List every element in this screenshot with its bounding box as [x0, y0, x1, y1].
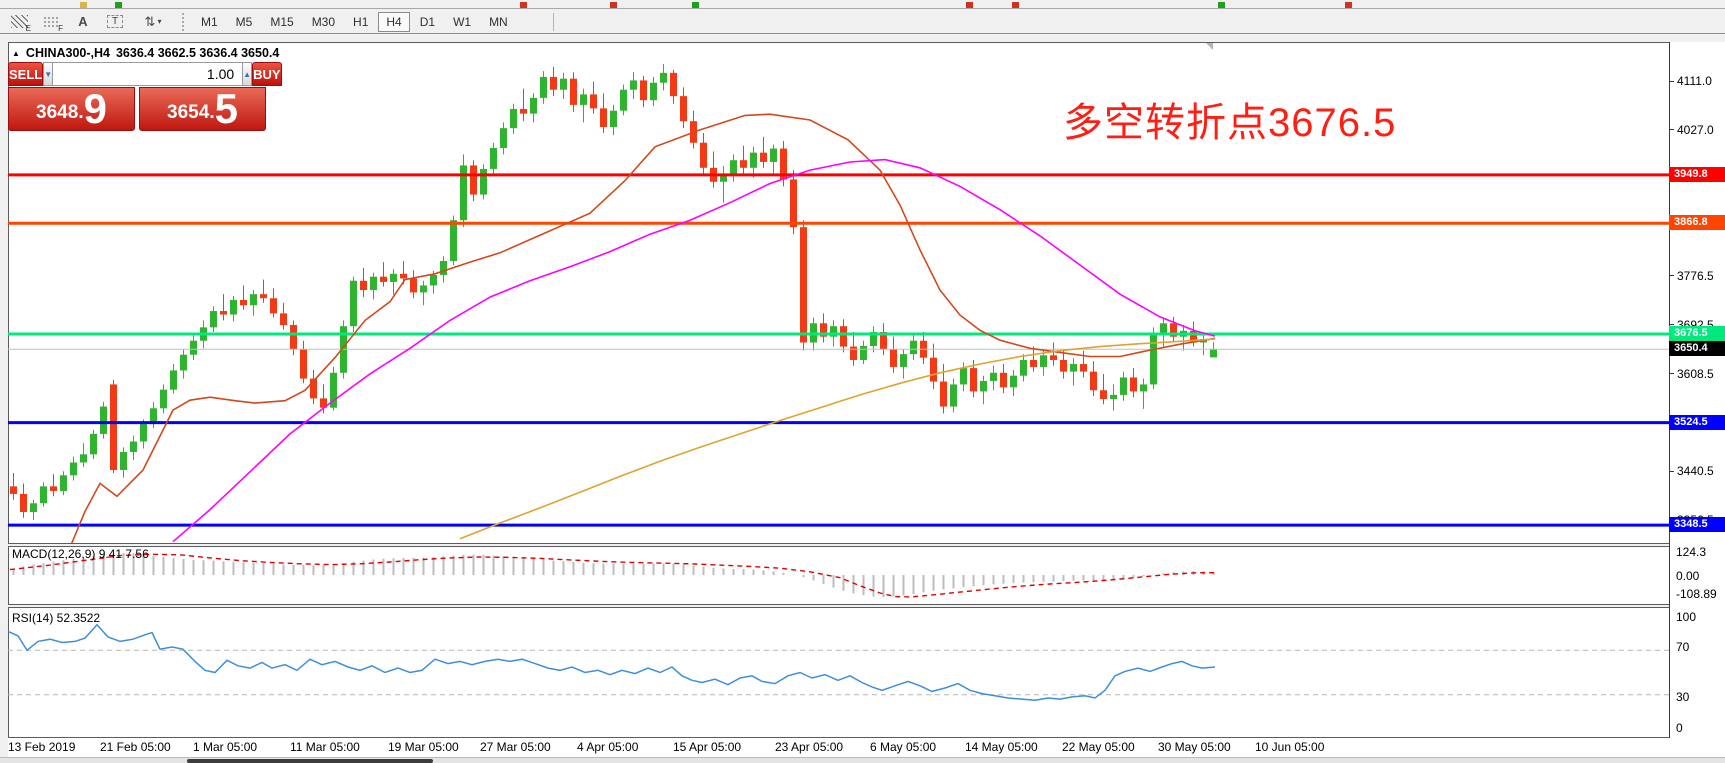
- buy-price-display[interactable]: 3654. 5: [139, 87, 266, 131]
- macd-tick-label: 124.3: [1676, 545, 1707, 559]
- volume-up-button[interactable]: ▲: [242, 62, 253, 86]
- price-tick-mark: [1669, 470, 1674, 472]
- chart-title: ▲ CHINA300-,H4 3636.4 3662.5 3636.4 3650…: [12, 46, 279, 60]
- toolbar: E F A T ⇅ ▾ M1 M5 M15 M30 H1 H4 D1 W1 MN: [0, 10, 1725, 34]
- date-label: 27 Mar 05:00: [480, 740, 551, 754]
- price-tick-mark: [1669, 324, 1674, 326]
- timeframe-button-M15[interactable]: M15: [270, 14, 294, 29]
- timeframe-button-MN[interactable]: MN: [489, 14, 508, 29]
- macd-pane[interactable]: [8, 546, 1670, 605]
- macd-indicator-label: MACD(12,26,9) 9.41 7.56: [12, 547, 149, 561]
- toolbar-chip: [80, 2, 87, 8]
- timeframe-button-M30[interactable]: M30: [311, 14, 336, 29]
- collapse-arrow-icon[interactable]: ▲: [12, 48, 20, 58]
- volume-down-button[interactable]: ▼: [43, 62, 54, 86]
- toolbar-drag-handle[interactable]: [182, 12, 184, 31]
- date-label: 21 Feb 05:00: [100, 740, 171, 754]
- rsi-tick-label: 100: [1676, 610, 1697, 624]
- price-badge-3650.4: 3650.4: [1669, 341, 1725, 357]
- toolbar-chip: [520, 2, 527, 8]
- date-label: 4 Apr 05:00: [577, 740, 639, 754]
- price-badge-3676.5: 3676.5: [1669, 326, 1725, 342]
- toolbar-chip: [966, 2, 973, 8]
- date-label: 23 Apr 05:00: [775, 740, 844, 754]
- timeframe-group: M1 M5 M15 M30 H1 H4 D1 W1 MN: [192, 11, 517, 32]
- price-tick-mark: [1669, 80, 1674, 82]
- axis-line: [1669, 42, 1670, 738]
- price-tick-mark: [1669, 373, 1674, 375]
- date-label: 10 Jun 05:00: [1255, 740, 1325, 754]
- one-click-trading-panel: SELL ▼ ▲ BUY 3648.9 3654.5: [8, 62, 282, 131]
- price-tick-label: 4027.0: [1677, 122, 1714, 137]
- chevron-down-icon: ▾: [157, 17, 162, 26]
- date-label: 19 Mar 05:00: [388, 740, 459, 754]
- rsi-tick-label: 70: [1676, 640, 1690, 654]
- timeframe-button-D1[interactable]: D1: [419, 14, 436, 29]
- sell-button[interactable]: SELL: [8, 62, 44, 86]
- volume-input[interactable]: [53, 62, 243, 86]
- rsi-tick-label: 0: [1676, 721, 1683, 735]
- date-label: 14 May 05:00: [965, 740, 1038, 754]
- price-tick-mark: [1669, 275, 1674, 277]
- price-tick-label: 4111.0: [1677, 74, 1712, 88]
- price-tick-label: 3608.5: [1677, 366, 1714, 381]
- date-label: 15 Apr 05:00: [673, 740, 742, 754]
- toolbar-chip: [115, 2, 122, 8]
- horizontal-scrollbar[interactable]: [0, 757, 1725, 763]
- sell-price-display[interactable]: 3648. 9: [8, 87, 135, 131]
- top-toolbar-strip: [0, 0, 1725, 9]
- timeframe-button-M5[interactable]: M5: [235, 14, 253, 29]
- date-label: 1 Mar 05:00: [193, 740, 258, 754]
- price-badge-3866.8: 3866.8: [1669, 215, 1725, 231]
- toolbar-separator: [552, 12, 554, 31]
- rsi-pane[interactable]: [8, 607, 1670, 738]
- timeframe-button-W1[interactable]: W1: [453, 14, 472, 29]
- price-tick-label: 3776.5: [1677, 268, 1714, 283]
- toolbar-chip: [1345, 2, 1352, 8]
- price-tick-label: 3440.5: [1677, 464, 1714, 479]
- grid-glyph: [42, 15, 60, 28]
- date-label: 30 May 05:00: [1158, 740, 1231, 754]
- buy-button[interactable]: BUY: [252, 62, 282, 86]
- text-a-icon[interactable]: A: [78, 14, 88, 29]
- rsi-indicator-label: RSI(14) 52.3522: [12, 611, 101, 625]
- toolbar-chip: [1012, 2, 1019, 8]
- symbol-label: CHINA300-,H4: [25, 46, 110, 60]
- date-label: 11 Mar 05:00: [290, 740, 360, 754]
- time-axis[interactable]: [8, 738, 1725, 757]
- rsi-tick-label: 30: [1676, 690, 1690, 704]
- timeframe-button-M1[interactable]: M1: [201, 14, 218, 29]
- grid-icon[interactable]: F: [38, 12, 64, 33]
- hatch-glyph: [10, 15, 28, 28]
- text-annotation[interactable]: 多空转折点3676.5: [1063, 101, 1397, 145]
- scrollbar-thumb[interactable]: [187, 759, 433, 763]
- macd-tick-label: -108.89: [1676, 587, 1717, 601]
- price-badge-3949.8: 3949.8: [1669, 166, 1725, 182]
- price-badge-3348.5: 3348.5: [1669, 517, 1725, 533]
- toolbar-chip: [692, 2, 699, 8]
- price-axis[interactable]: [1670, 42, 1725, 738]
- macd-tick-label: 0.00: [1676, 569, 1700, 583]
- cursor-modes-icon[interactable]: ⇅ ▾: [144, 13, 162, 29]
- text-label-icon[interactable]: T: [102, 12, 128, 32]
- date-label: 22 May 05:00: [1062, 740, 1135, 754]
- indicator-hatch-icon[interactable]: E: [6, 12, 32, 33]
- timeframe-button-H4[interactable]: H4: [378, 11, 410, 32]
- price-tick-mark: [1669, 129, 1674, 131]
- toolbar-chip: [1218, 2, 1225, 8]
- chart-shift-marker[interactable]: [1206, 43, 1213, 50]
- price-badge-3524.5: 3524.5: [1669, 414, 1725, 430]
- date-label: 13 Feb 2019: [8, 740, 76, 754]
- toolbar-chip: [610, 2, 617, 8]
- timeframe-button-H1[interactable]: H1: [353, 14, 369, 29]
- ohlc-label: 3636.4 3662.5 3636.4 3650.4: [115, 46, 280, 60]
- date-label: 6 May 05:00: [870, 740, 937, 754]
